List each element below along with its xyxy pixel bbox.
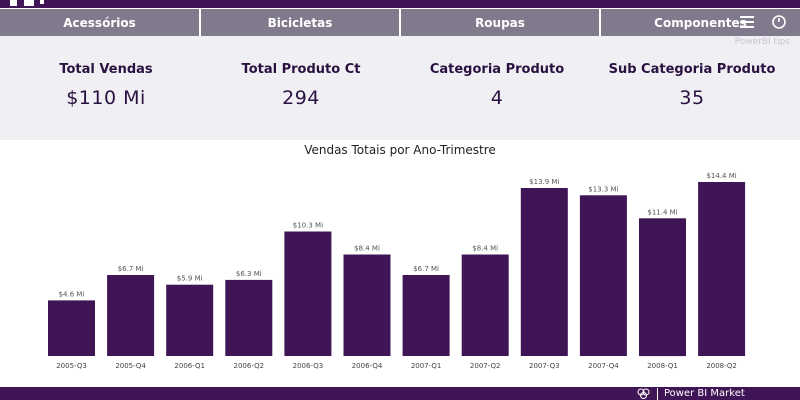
data-label: $8.4 Mi <box>354 245 380 253</box>
x-tick-label: 2005-Q3 <box>56 362 87 370</box>
data-label: $4.6 Mi <box>59 290 85 298</box>
data-label: $5.9 Mi <box>177 275 203 283</box>
bar-2005-Q4[interactable] <box>107 275 155 356</box>
bar-2008-Q2[interactable] <box>698 182 746 356</box>
bar-2006-Q1[interactable] <box>166 284 214 356</box>
bar-2007-Q4[interactable] <box>579 195 627 356</box>
x-tick-label: 2006-Q1 <box>174 362 205 370</box>
x-tick-label: 2007-Q1 <box>411 362 442 370</box>
x-tick-label: 2006-Q4 <box>352 362 383 370</box>
kpi-value: 294 <box>282 87 320 109</box>
x-tick-label: 2007-Q2 <box>470 362 501 370</box>
x-tick-label: 2008-Q2 <box>706 362 737 370</box>
logo-mark <box>10 0 17 6</box>
kpi-categoria-produto: Categoria Produto 4 <box>397 62 597 109</box>
kpi-label: Sub Categoria Produto <box>608 62 776 77</box>
menu-icon[interactable] <box>740 16 754 28</box>
kpi-total-vendas: Total Vendas $110 Mi <box>6 62 206 109</box>
kpi-total-produto: Total Produto Ct 294 <box>201 62 401 109</box>
category-tabs: Acessórios Bicicletas Roupas Componentes <box>0 8 800 36</box>
bar-2006-Q3[interactable] <box>284 231 332 357</box>
top-bar <box>0 0 800 8</box>
bar-2006-Q2[interactable] <box>225 279 273 356</box>
footer-divider <box>657 388 658 400</box>
tab-acessorios[interactable]: Acessórios <box>0 9 199 36</box>
power-bi-logo-icon <box>637 388 650 399</box>
footer-bar: Power BI Market <box>0 387 800 400</box>
x-tick-label: 2006-Q3 <box>293 362 324 370</box>
watermark: PowerBI tips <box>734 37 790 47</box>
x-tick-label: 2007-Q4 <box>588 362 619 370</box>
tab-componentes[interactable]: Componentes <box>601 9 800 36</box>
x-tick-label: 2006-Q2 <box>234 362 265 370</box>
logo-mark <box>24 0 34 6</box>
kpi-value: 4 <box>490 87 504 109</box>
data-label: $6.7 Mi <box>118 265 144 273</box>
bar-2007-Q1[interactable] <box>402 275 450 356</box>
chart-title: Vendas Totais por Ano-Trimestre <box>304 143 496 157</box>
x-tick-label: 2008-Q1 <box>647 362 678 370</box>
data-label: $11.4 Mi <box>647 208 677 216</box>
kpi-value: 35 <box>679 87 705 109</box>
x-tick-label: 2005-Q4 <box>115 362 146 370</box>
kpi-label: Total Produto Ct <box>241 62 361 77</box>
data-label: $13.3 Mi <box>588 185 618 193</box>
logo-mark <box>40 0 44 4</box>
tab-roupas[interactable]: Roupas <box>401 9 599 36</box>
data-label: $6.3 Mi <box>236 270 262 278</box>
data-label: $10.3 Mi <box>293 222 323 230</box>
bar-chart: $4.6 Mi 2005-Q3 $6.7 Mi 2005-Q4 $5.9 Mi 2006-… <box>48 172 746 370</box>
kpi-sub-categoria-produto: Sub Categoria Produto 35 <box>592 62 792 109</box>
bar-2006-Q4[interactable] <box>343 254 391 357</box>
circle-icon[interactable] <box>770 14 788 30</box>
data-label: $13.9 Mi <box>529 178 559 186</box>
bar-2007-Q2[interactable] <box>461 254 509 357</box>
bar-2007-Q3[interactable] <box>520 188 568 356</box>
x-tick-label: 2007-Q3 <box>529 362 560 370</box>
kpi-band: PowerBI tips Total Vendas $110 Mi Total … <box>0 36 800 140</box>
kpi-label: Categoria Produto <box>429 62 565 77</box>
data-label: $8.4 Mi <box>472 245 498 253</box>
kpi-label: Total Vendas <box>59 62 153 77</box>
data-label: $6.7 Mi <box>413 265 439 273</box>
kpi-value: $110 Mi <box>66 87 146 109</box>
bar-2005-Q3[interactable] <box>48 300 95 356</box>
tab-bicicletas[interactable]: Bicicletas <box>201 9 399 36</box>
data-label: $14.4 Mi <box>706 172 736 180</box>
bar-2008-Q1[interactable] <box>639 218 686 357</box>
footer-text: Power BI Market <box>664 388 745 399</box>
